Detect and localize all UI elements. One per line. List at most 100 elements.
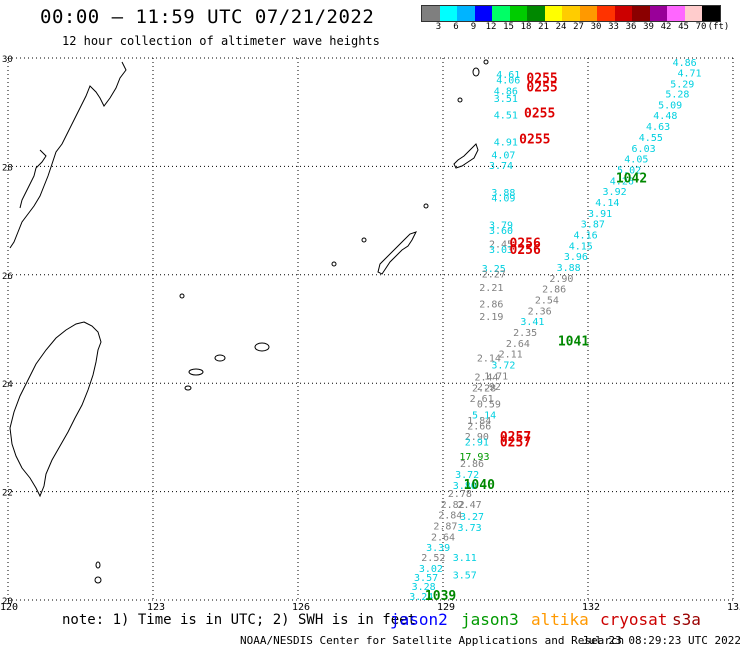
wave-height-label: 2.87: [433, 522, 457, 533]
wave-height-label: 6.03: [632, 144, 656, 155]
wave-height-label: 2.78: [448, 489, 472, 500]
wave-height-label: 5.28: [665, 90, 689, 101]
island-small-3: [361, 237, 367, 243]
wave-height-label: 5.02: [617, 165, 641, 176]
wave-height-label: 3.03: [489, 245, 513, 256]
wave-height-label: 4.05: [624, 155, 648, 166]
wave-height-label: 2.54: [535, 296, 559, 307]
y-tick-label: 24: [2, 380, 13, 390]
legend-altika: altika: [531, 610, 589, 629]
legend-s3a: s3a: [672, 610, 701, 629]
colorbar-swatch: [457, 6, 475, 21]
pass-time-label: 0255: [524, 107, 555, 122]
wave-height-label: 4.14: [595, 198, 619, 209]
coastlines: [9, 59, 489, 584]
colorbar-swatch: [684, 6, 702, 21]
pass-time-label: 0257: [500, 430, 531, 445]
colorbar-swatch: [509, 6, 527, 21]
wave-height-label: 2.52: [421, 553, 445, 564]
wave-height-label: 2.36: [528, 306, 552, 317]
wave-height-label: 3.72: [491, 361, 515, 372]
colorbar-label: 39: [643, 22, 654, 32]
y-tick-label: 30: [2, 55, 13, 65]
wave-height-label: 2.14: [477, 354, 501, 365]
footer-credit: NOAA/NESDIS Center for Satellite Applica…: [240, 634, 625, 647]
wave-height-label: 2.86: [542, 285, 566, 296]
wave-height-label: 2.19: [479, 312, 503, 323]
x-tick-label: 126: [292, 602, 310, 613]
wave-height-label: 5.14: [472, 410, 496, 421]
colorbar-swatch: [597, 6, 615, 21]
colorbar-swatch: [667, 6, 685, 21]
wave-height-labels: 4.864.715.295.285.094.484.634.556.034.05…: [409, 58, 701, 604]
colorbar-swatch: [492, 6, 510, 21]
colorbar-swatch: [702, 6, 720, 21]
coastline-okinawa: [377, 231, 417, 275]
y-tick-label: 22: [2, 489, 13, 499]
page-subtitle: 12 hour collection of altimeter wave hei…: [62, 34, 380, 48]
wave-height-label: 4.16: [574, 230, 598, 241]
wave-height-label: 2.44: [474, 372, 498, 383]
wave-height-label: 2.82: [441, 500, 465, 511]
wave-height-label: 2.86: [479, 299, 503, 310]
x-tick-label: 135: [727, 602, 740, 613]
wave-height-label: 2.11: [499, 350, 523, 361]
colorbar-label: 21: [538, 22, 549, 32]
footer-timestamp: Jul 23 08:29:23 UTC 2022: [582, 634, 740, 647]
legend-jason2: jason2: [390, 610, 448, 629]
island-lanyu: [94, 576, 102, 584]
wave-height-label: 4.61: [496, 70, 520, 81]
coastline-taiwan: [9, 321, 102, 498]
wave-height-label: 3.28: [412, 582, 436, 593]
wave-height-label: 2.66: [467, 421, 491, 432]
wave-height-label: 5.29: [670, 79, 694, 90]
colorbar-swatch: [422, 6, 440, 21]
colorbar-swatch: [562, 6, 580, 21]
wave-height-label: 3.11: [453, 553, 477, 564]
island-yonaguni: [184, 385, 192, 391]
colorbar-label: 30: [590, 22, 602, 32]
coastline-kyushu-2: [19, 149, 47, 209]
colorbar-label: 9: [470, 22, 477, 32]
wave-height-label: 2.21: [479, 283, 503, 294]
legend-jason3: jason3: [461, 610, 519, 629]
pass-time-label: 0256: [510, 243, 541, 258]
wave-height-label: 2.27: [482, 270, 506, 281]
island-small-1: [95, 561, 101, 569]
colorbar-swatch: [614, 6, 632, 21]
island-small-7: [483, 59, 489, 65]
wave-height-label: 3.57: [414, 573, 438, 584]
wave-height-label: 3.92: [603, 187, 627, 198]
wave-height-label: 3.25: [482, 264, 506, 275]
colorbar-swatch: [527, 6, 545, 21]
x-tick-label: 129: [437, 602, 455, 613]
colorbar-label: 12: [485, 22, 497, 32]
colorbar-swatch: [649, 6, 667, 21]
colorbar-label: 70: [695, 22, 707, 32]
wave-height-label: 3.87: [581, 220, 605, 231]
colorbar-label: 33: [608, 22, 619, 32]
wave-height-label: 3.88: [557, 263, 581, 274]
coastline-kyushu: [9, 61, 127, 249]
y-tick-label: 20: [2, 597, 13, 607]
island-small-2: [331, 261, 337, 267]
colorbar: [421, 5, 721, 22]
wave-height-label: 5.09: [658, 100, 682, 111]
pass-time-label: 0255: [526, 71, 557, 86]
colorbar-label: 18: [520, 22, 532, 32]
wave-height-label: 17.93: [459, 452, 489, 463]
pass-time-label: 0256: [510, 237, 541, 252]
wave-height-label: 4.51: [494, 111, 518, 122]
axis-ticks: 120 123 126 129 132 135 30 28 26 24 22 20: [0, 55, 740, 613]
wave-height-label: 4.15: [569, 241, 593, 252]
y-tick-label: 26: [2, 272, 13, 282]
wave-height-label: 1.71: [484, 371, 508, 382]
wave-height-label: 2.86: [460, 459, 484, 470]
wave-height-label: 2.35: [513, 328, 537, 339]
coastline-amami: [453, 143, 479, 169]
wave-height-label: 0.59: [477, 400, 501, 411]
wave-height-label: 3.88: [491, 188, 515, 199]
wave-height-label: 2.90: [549, 274, 573, 285]
wave-height-label: 3.24: [409, 592, 433, 603]
